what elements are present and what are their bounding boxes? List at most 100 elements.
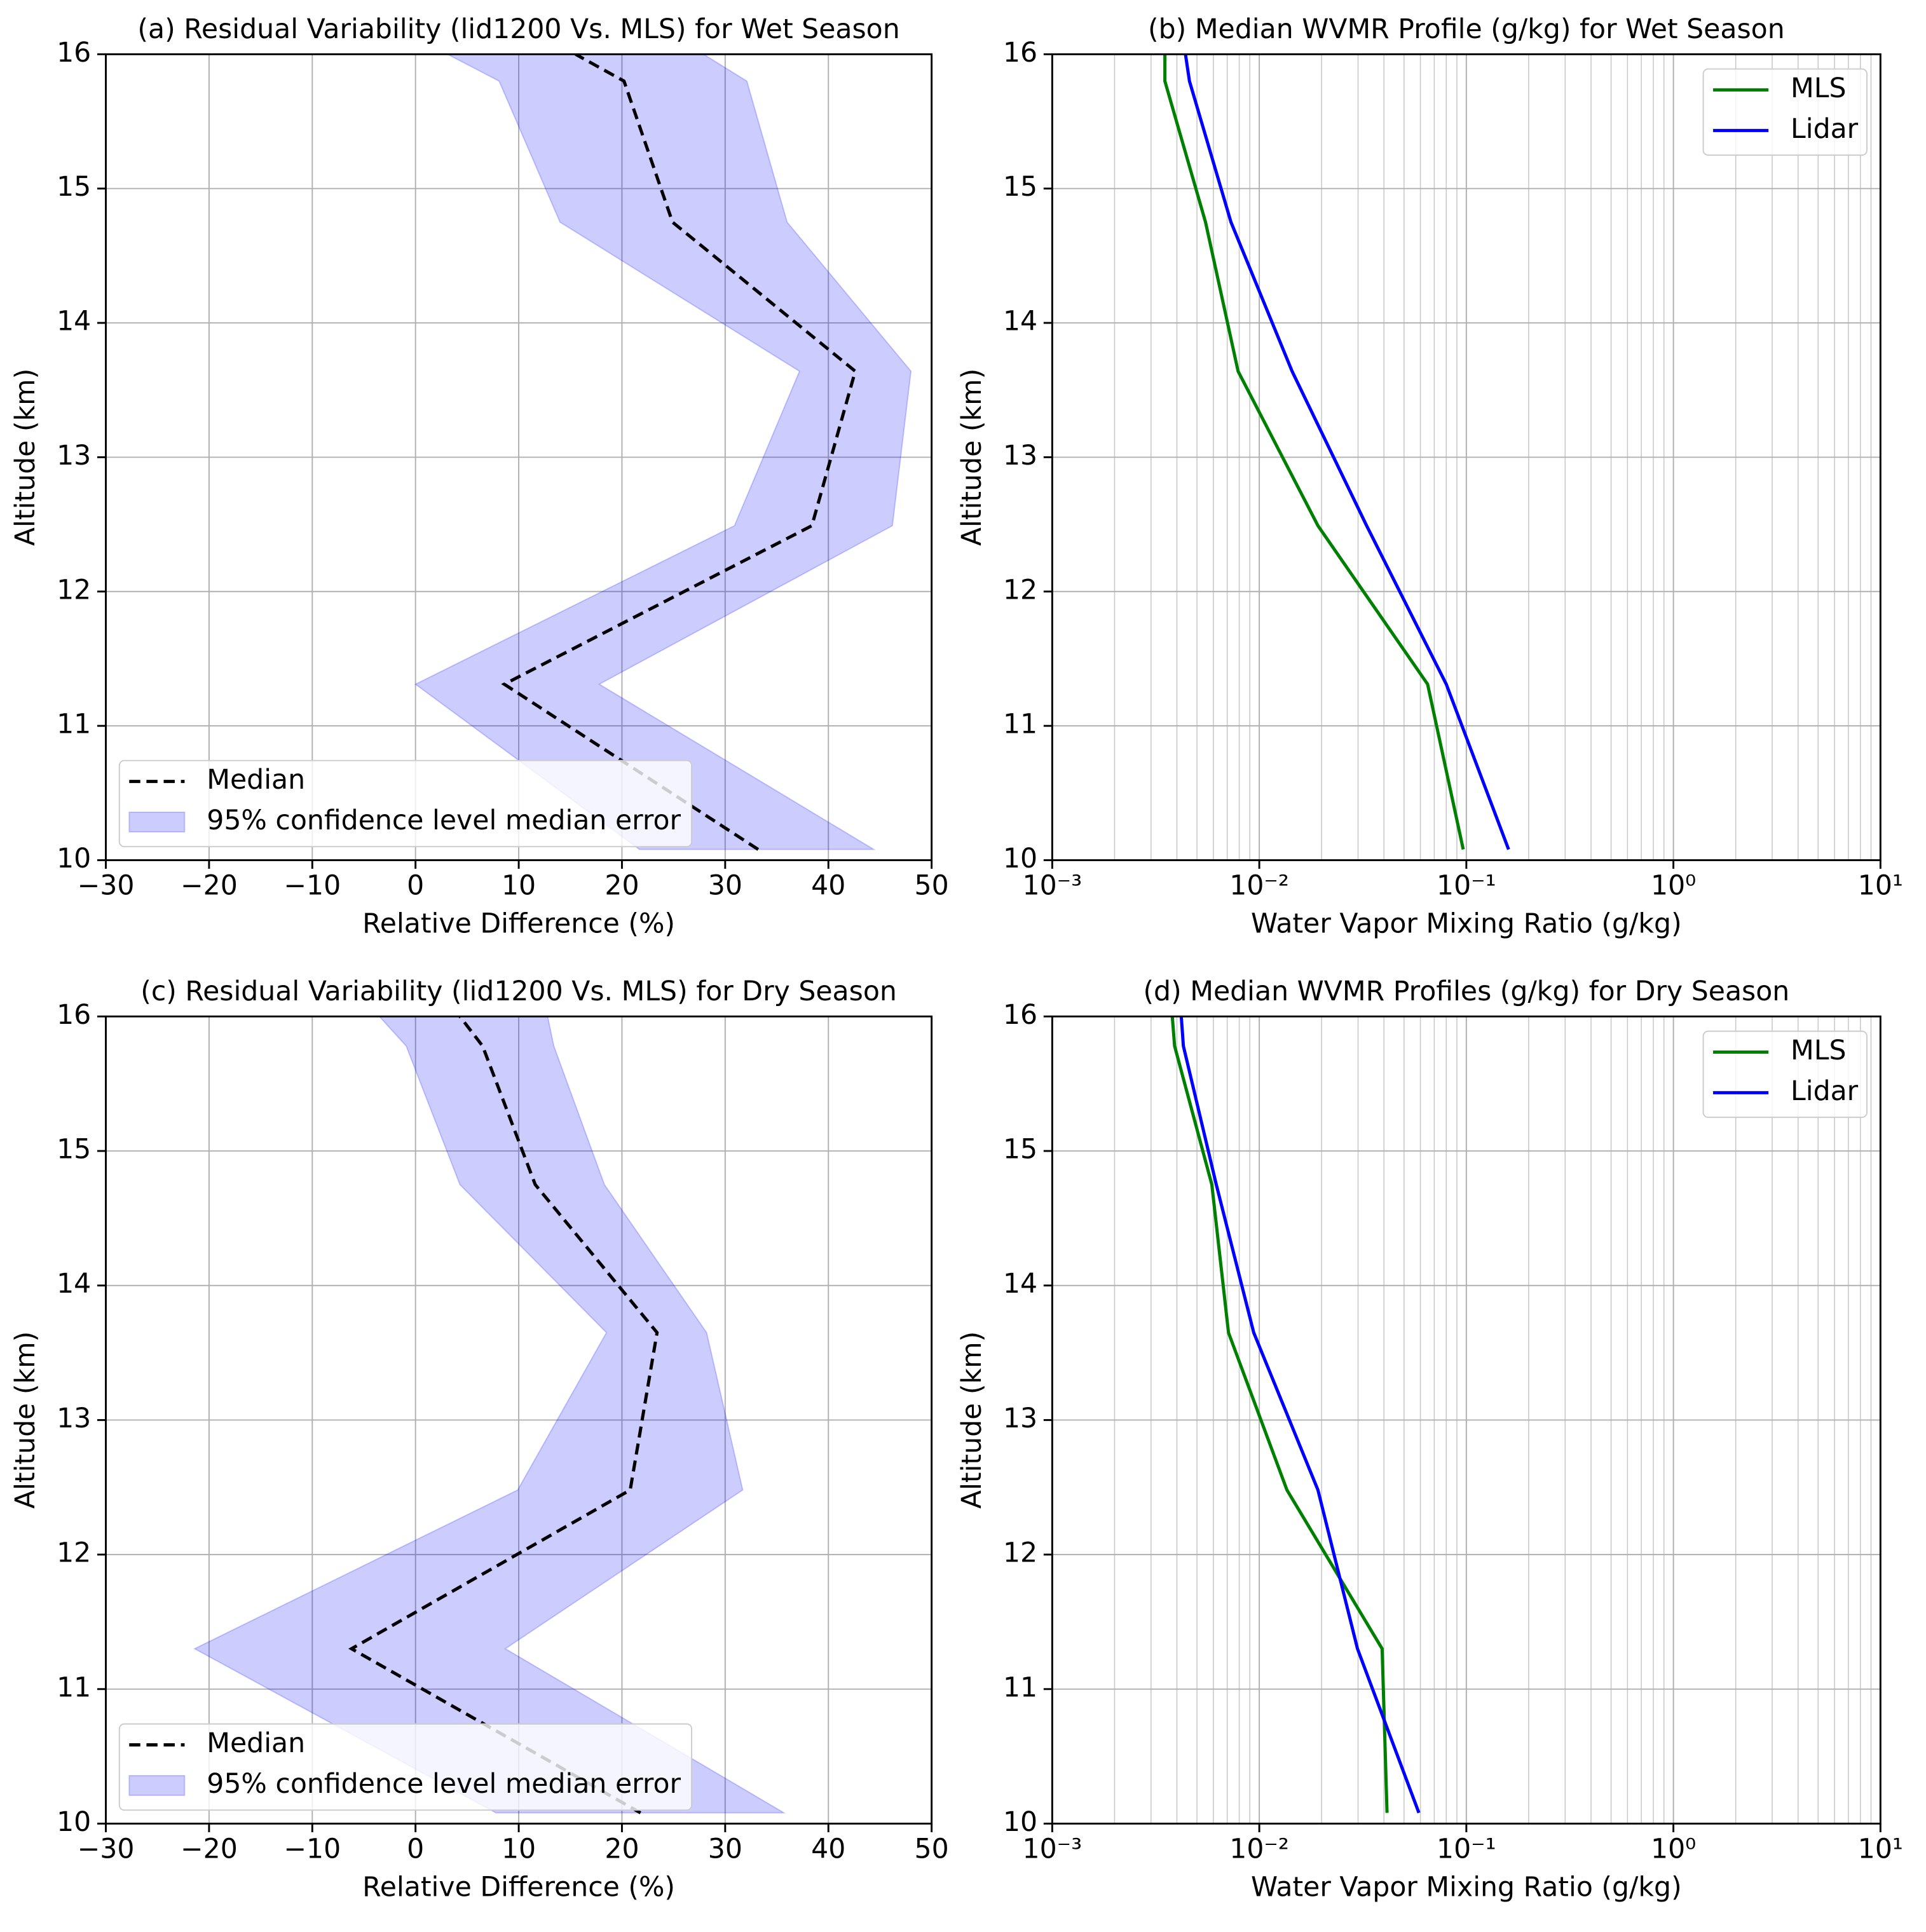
panel: 10⁻³ 10⁻² 10⁻¹ 10⁰ 10¹ 10 11 12 13 14 15 16 (d) Medi… [956, 976, 1903, 1903]
confidence-band [414, 54, 912, 850]
x-tick-label: 30 [708, 1833, 742, 1865]
plot-area [414, 54, 912, 851]
x-tick-label: 10⁻² [1229, 1833, 1289, 1865]
legend-label: Median [207, 1727, 305, 1759]
legend-swatch [128, 812, 186, 833]
y-tick-label: 11 [1003, 1671, 1037, 1703]
y-tick-label: 11 [57, 709, 91, 740]
x-tick-label: 10⁻³ [1023, 870, 1083, 902]
plot-frame [1051, 53, 1882, 861]
legend-label: Lidar [1791, 113, 1859, 145]
y-tick-label: 12 [1003, 574, 1037, 606]
x-tick-label: 10⁻² [1229, 870, 1289, 902]
legend-label: MLS [1791, 1035, 1846, 1066]
x-tick-label: 0 [407, 870, 424, 902]
y-tick-label: 14 [1003, 1268, 1037, 1300]
y-tick-label: 14 [57, 1268, 91, 1300]
y-axis-label: Altitude (km) [956, 369, 988, 546]
y-tick-label: 11 [1003, 709, 1037, 740]
y-tick-label: 13 [57, 440, 91, 472]
legend-swatch [128, 1774, 186, 1796]
x-tick-label: 10⁻³ [1023, 1833, 1083, 1865]
x-tick-label: 20 [604, 870, 639, 902]
y-axis-label: Altitude (km) [10, 1331, 41, 1509]
legend: Median 95% confidence level median error [118, 1723, 693, 1811]
x-tick-label: 10⁰ [1651, 870, 1696, 902]
legend-label: MLS [1791, 72, 1846, 104]
series-line [1184, 54, 1510, 850]
x-tick-label: −20 [181, 870, 238, 902]
x-tick-label: 10⁻¹ [1437, 1833, 1496, 1865]
x-tick-label: 40 [811, 1833, 845, 1865]
y-tick-label: 15 [1003, 171, 1037, 203]
legend: MLS Lidar [1702, 68, 1868, 156]
legend-label: Median [207, 764, 305, 796]
x-axis-label: Relative Difference (%) [362, 908, 675, 940]
y-tick-label: 16 [1003, 37, 1037, 69]
y-tick-label: 13 [1003, 1403, 1037, 1434]
x-axis-label: Water Vapor Mixing Ratio (g/kg) [1251, 908, 1682, 940]
legend-box [118, 1723, 693, 1811]
y-tick-label: 15 [57, 1134, 91, 1166]
y-tick-label: 10 [57, 1806, 91, 1838]
plot-area [1170, 1016, 1421, 1814]
x-axis-label: Relative Difference (%) [362, 1872, 675, 1903]
x-tick-label: 10⁻¹ [1437, 870, 1496, 902]
x-tick-label: −10 [283, 1833, 341, 1865]
legend-label: 95% confidence level median error [207, 805, 681, 836]
chart-title: (c) Residual Variability (lid1200 Vs. ML… [140, 976, 897, 1007]
legend: MLS Lidar [1702, 1030, 1868, 1119]
y-axis-label: Altitude (km) [956, 1331, 988, 1509]
x-tick-label: −30 [78, 1833, 135, 1865]
series-line [1170, 1016, 1389, 1813]
y-tick-label: 14 [1003, 306, 1037, 337]
y-tick-label: 15 [57, 171, 91, 203]
x-tick-label: 10 [502, 870, 536, 902]
y-tick-label: 12 [57, 574, 91, 606]
legend: Median 95% confidence level median error [118, 759, 693, 848]
y-tick-label: 12 [1003, 1537, 1037, 1569]
x-axis-label: Water Vapor Mixing Ratio (g/kg) [1251, 1872, 1682, 1903]
x-tick-label: 10¹ [1858, 870, 1903, 902]
y-tick-label: 12 [57, 1537, 91, 1569]
x-tick-label: −20 [181, 1833, 238, 1865]
chart-title: (b) Median WVMR Profile (g/kg) for Wet S… [1148, 13, 1785, 45]
legend-label: 95% confidence level median error [207, 1768, 681, 1800]
x-tick-label: 10⁰ [1651, 1833, 1696, 1865]
panel: −30 −20 −10 0 10 20 30 40 50 10 11 12 13 14 15 16 (a) Re… [10, 13, 949, 940]
x-tick-label: 20 [604, 1833, 639, 1865]
y-tick-label: 16 [57, 37, 91, 69]
y-tick-label: 11 [57, 1671, 91, 1703]
x-tick-label: 50 [915, 1833, 949, 1865]
x-tick-label: −30 [78, 870, 135, 902]
y-tick-label: 16 [57, 999, 91, 1031]
plot-frame [105, 1015, 933, 1825]
plot-frame [105, 53, 933, 861]
plot-area [193, 1016, 786, 1814]
series-line [501, 54, 857, 851]
chart-title: (a) Residual Variability (lid1200 Vs. ML… [137, 13, 899, 45]
x-tick-label: −10 [283, 870, 341, 902]
series-line [1163, 54, 1465, 850]
panel: 10⁻³ 10⁻² 10⁻¹ 10⁰ 10¹ 10 11 12 13 14 15 16 (b) Medi… [956, 13, 1903, 940]
y-tick-label: 10 [1003, 1806, 1037, 1838]
y-tick-label: 10 [57, 843, 91, 874]
y-axis-label: Altitude (km) [10, 369, 41, 546]
x-tick-label: 10 [502, 1833, 536, 1865]
plot-area [1163, 54, 1510, 850]
x-tick-label: 50 [915, 870, 949, 902]
x-tick-label: 0 [407, 1833, 424, 1865]
plot-frame [1051, 1015, 1882, 1825]
series-line [348, 1016, 659, 1814]
y-tick-label: 15 [1003, 1134, 1037, 1166]
legend-label: Lidar [1791, 1075, 1859, 1107]
y-tick-label: 10 [1003, 843, 1037, 874]
x-tick-label: 10¹ [1858, 1833, 1903, 1865]
confidence-band [193, 1016, 786, 1814]
x-tick-label: 30 [708, 870, 742, 902]
y-tick-label: 14 [57, 306, 91, 337]
y-tick-label: 13 [1003, 440, 1037, 472]
x-tick-label: 40 [811, 870, 845, 902]
